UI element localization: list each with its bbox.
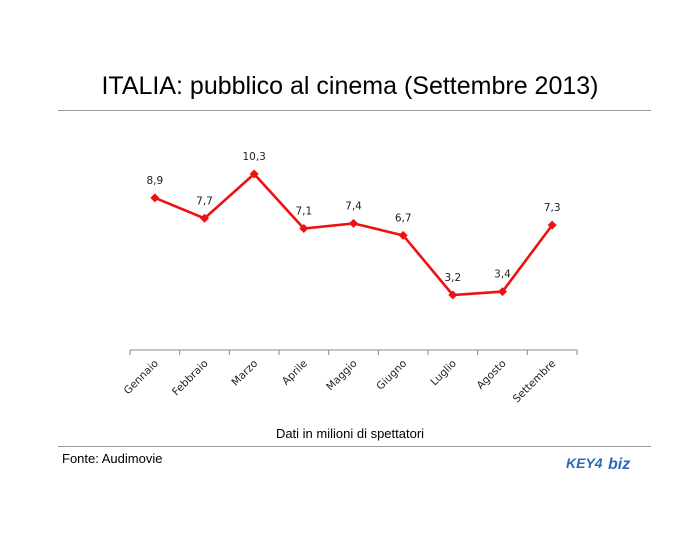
data-label: 7,1 [295, 206, 312, 218]
data-label: 3,2 [444, 272, 461, 284]
data-point-marker [448, 290, 458, 300]
data-point-marker [200, 213, 209, 223]
x-tick-label: Marzo [229, 358, 260, 389]
data-label: 7,4 [345, 200, 362, 212]
data-label: 3,4 [494, 269, 511, 281]
x-tick-label: Settembre [511, 358, 559, 406]
x-tick-label: Aprile [280, 358, 310, 388]
data-label: 6,7 [395, 212, 412, 224]
data-label: 10,3 [242, 151, 265, 163]
x-tick-label: Agosto [474, 358, 508, 392]
data-point-marker [299, 224, 309, 234]
data-point-marker [249, 169, 259, 179]
svg-text:KEY4: KEY4 [566, 455, 603, 471]
keybiz-logo: KEY4 biz [566, 455, 630, 472]
top-divider [58, 110, 651, 111]
data-label: 7,3 [544, 202, 561, 214]
chart-title: ITALIA: pubblico al cinema (Settembre 20… [101, 72, 599, 100]
data-label: 7,7 [196, 195, 213, 207]
source-note: Fonte: Audimovie [62, 451, 163, 466]
x-axis-title: Dati in milioni di spettatori [275, 426, 425, 441]
data-point-marker [547, 220, 557, 230]
svg-text:biz: biz [608, 456, 630, 472]
data-point-marker [150, 193, 160, 203]
data-point-marker [349, 218, 358, 228]
x-tick-label: Gennaio [122, 358, 161, 397]
x-tick-label: Febbraio [170, 358, 211, 399]
data-label: 8,9 [146, 175, 163, 187]
x-tick-label: Giugno [374, 358, 409, 393]
data-point-marker [498, 287, 507, 297]
x-tick-label: Luglio [428, 358, 459, 389]
x-tick-label: Maggio [324, 358, 359, 393]
bottom-divider [58, 446, 651, 447]
data-point-marker [398, 230, 408, 240]
series-line [154, 172, 554, 297]
